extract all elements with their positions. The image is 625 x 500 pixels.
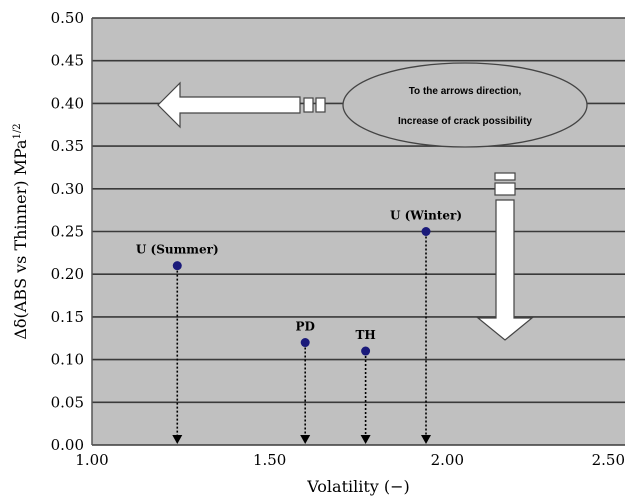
point-label: PD	[295, 320, 314, 334]
down-arrow-segment	[494, 182, 516, 196]
drop-arrowhead	[421, 435, 432, 444]
down-arrow-segment	[494, 172, 516, 181]
point-label: U (Winter)	[390, 209, 462, 223]
data-points: U (Summer) PD TH U (Winter)	[136, 209, 462, 356]
y-tick-label: 0.35	[51, 137, 84, 155]
data-point	[421, 227, 431, 236]
y-axis-title-main: Δδ(ABS vs Thinner) MPa	[11, 139, 30, 340]
x-axis-title: Volatility (−)	[306, 477, 410, 496]
data-point	[172, 261, 182, 271]
annotation-line-1: To the arrows direction,	[409, 86, 522, 97]
down-arrow	[476, 199, 534, 341]
data-point	[361, 346, 371, 356]
left-arrow-segment	[315, 97, 326, 113]
drop-arrowhead	[360, 435, 371, 444]
point-label: TH	[355, 328, 375, 342]
drop-lines	[172, 236, 432, 444]
data-point	[300, 338, 310, 348]
drop-arrowhead	[172, 435, 183, 444]
point-label: U (Summer)	[136, 243, 219, 257]
y-axis-title: Δδ(ABS vs Thinner) MPa1/2	[11, 123, 30, 339]
x-tick-labels: 1.00 1.50 2.00 2.50	[75, 451, 625, 469]
left-arrow	[157, 81, 301, 129]
x-tick-label: 1.00	[75, 451, 108, 469]
x-tick-label: 2.50	[592, 451, 625, 469]
y-tick-label: 0.00	[51, 436, 84, 454]
annotation-ellipse	[342, 62, 588, 148]
y-tick-label: 0.30	[51, 180, 84, 198]
y-tick-label: 0.10	[51, 351, 84, 369]
y-tick-label: 0.45	[51, 52, 84, 70]
arrow-annotations	[157, 81, 534, 341]
x-tick-label: 1.50	[253, 451, 286, 469]
y-tick-label: 0.05	[51, 393, 84, 411]
y-tick-label: 0.40	[51, 94, 84, 112]
x-tick-label: 2.00	[431, 451, 464, 469]
y-axis-title-sup: 1/2	[12, 123, 23, 139]
y-tick-label: 0.20	[51, 265, 84, 283]
left-arrow-segment	[303, 97, 314, 113]
annotation-line-2: Increase of crack possibility	[398, 116, 532, 127]
y-tick-labels: 0.00 0.05 0.10 0.15 0.20 0.25 0.30 0.35 0.40 0.45…	[51, 9, 84, 454]
y-tick-label: 0.50	[51, 9, 84, 27]
y-tick-label: 0.25	[51, 223, 84, 241]
annotation-box: To the arrows direction, Increase of cra…	[342, 62, 588, 148]
y-tick-label: 0.15	[51, 308, 84, 326]
drop-arrowhead	[300, 435, 311, 444]
